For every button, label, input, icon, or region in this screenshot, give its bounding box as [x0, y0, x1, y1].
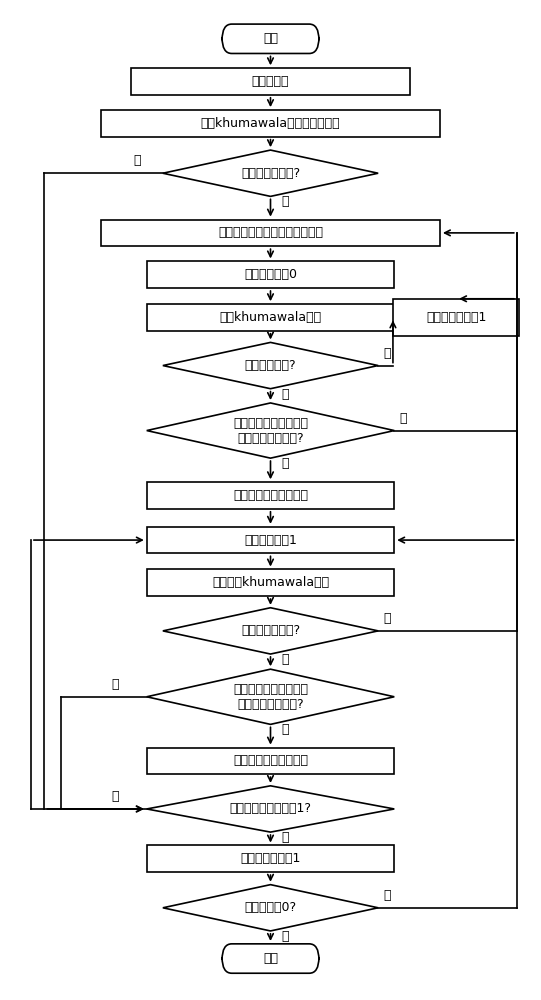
Text: 是: 是 — [281, 457, 289, 470]
Text: 执行khumawala规则进行预处理: 执行khumawala规则进行预处理 — [201, 117, 340, 130]
Bar — [393, 299, 519, 336]
Text: 令所获方案为最优方案: 令所获方案为最优方案 — [233, 754, 308, 767]
Text: 所获得方案的成本是否
低于当前最优成本?: 所获得方案的成本是否 低于当前最优成本? — [233, 417, 308, 445]
Text: 是否获得完整解?: 是否获得完整解? — [241, 167, 300, 180]
Bar — [130, 68, 411, 95]
Text: 执行khumawala规则: 执行khumawala规则 — [220, 311, 321, 324]
Polygon shape — [147, 403, 394, 458]
Text: 令所获方案为最优方案: 令所获方案为最优方案 — [233, 489, 308, 502]
Text: 否: 否 — [384, 889, 391, 902]
Text: 是: 是 — [281, 930, 289, 943]
Text: 分支层数为0?: 分支层数为0? — [245, 901, 296, 914]
Bar — [147, 261, 394, 288]
Bar — [147, 527, 394, 553]
Text: 当前分支变量取值为1?: 当前分支变量取值为1? — [229, 802, 312, 815]
Bar — [147, 845, 394, 872]
Polygon shape — [163, 608, 378, 654]
Text: 令分支层数减少1: 令分支层数减少1 — [240, 852, 301, 865]
Text: 令分支变量为1: 令分支变量为1 — [244, 534, 297, 547]
Text: 否: 否 — [281, 195, 289, 208]
Text: 令分支变量为0: 令分支变量为0 — [244, 268, 297, 281]
Text: 初始化参数: 初始化参数 — [252, 75, 289, 88]
Bar — [147, 482, 394, 509]
Text: 是: 是 — [133, 154, 141, 167]
Text: 是否获得完整解?: 是否获得完整解? — [241, 624, 300, 637]
Text: 否: 否 — [384, 347, 391, 360]
Polygon shape — [147, 786, 394, 832]
Text: 否: 否 — [112, 790, 119, 803]
Polygon shape — [163, 342, 378, 389]
Polygon shape — [163, 885, 378, 931]
Text: 否: 否 — [112, 678, 119, 691]
FancyBboxPatch shape — [222, 944, 319, 973]
Bar — [147, 569, 394, 596]
Text: 是: 是 — [281, 388, 289, 401]
Text: 所获得方案的成本是否
低于当前最优成本?: 所获得方案的成本是否 低于当前最优成本? — [233, 683, 308, 711]
Polygon shape — [163, 150, 378, 196]
Bar — [147, 748, 394, 774]
Bar — [101, 220, 440, 246]
Text: 是: 是 — [281, 653, 289, 666]
Bar — [101, 110, 440, 137]
Text: 是: 是 — [281, 723, 289, 736]
Text: 重新执行khumawala规则: 重新执行khumawala规则 — [212, 576, 329, 589]
Text: 开始: 开始 — [263, 32, 278, 45]
Text: 否: 否 — [400, 412, 407, 425]
Bar — [147, 304, 394, 331]
Text: 结束: 结束 — [263, 952, 278, 965]
Text: 令分支层数增加1: 令分支层数增加1 — [426, 311, 486, 324]
Text: 是: 是 — [281, 831, 289, 844]
Text: 是否为完整解?: 是否为完整解? — [245, 359, 296, 372]
FancyBboxPatch shape — [222, 24, 319, 53]
Polygon shape — [147, 669, 394, 724]
Text: 依据最大分支准则选取分支变量: 依据最大分支准则选取分支变量 — [218, 226, 323, 239]
Text: 否: 否 — [384, 612, 391, 625]
